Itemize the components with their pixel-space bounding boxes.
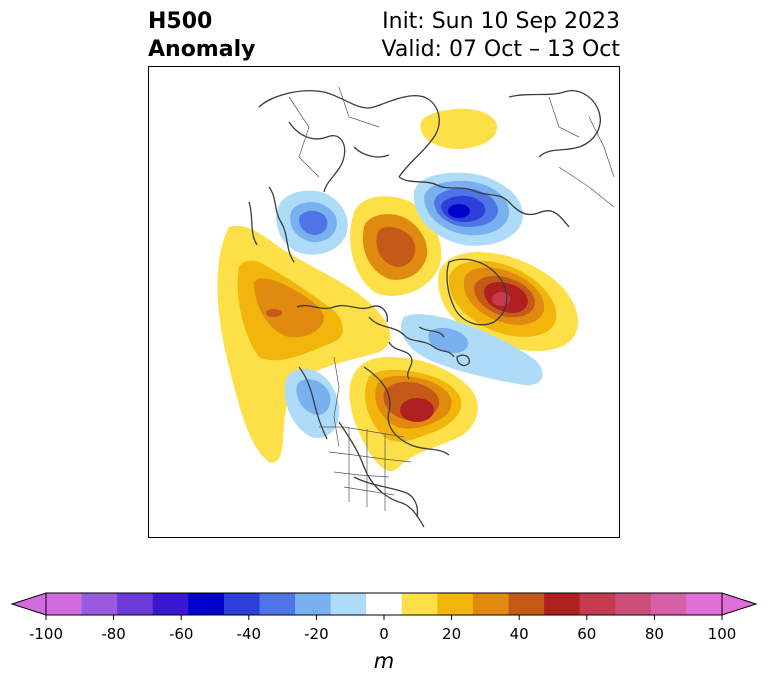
colorbar-bin — [686, 593, 723, 615]
colorbar-tick-label: 60 — [577, 625, 596, 643]
colorbar-bin — [650, 593, 687, 615]
colorbar-tick-label: -100 — [29, 625, 63, 643]
colorbar-extend-high — [721, 592, 758, 616]
colorbar-bin — [544, 593, 581, 615]
colorbar-tick-label: 100 — [708, 625, 737, 643]
colorbar-bin — [508, 593, 545, 615]
anomaly-map — [217, 86, 615, 528]
positive-anomaly-north-pacific — [217, 225, 391, 463]
positive-anomaly-scandinavia — [420, 108, 498, 149]
init-date: Init: Sun 10 Sep 2023 — [382, 9, 620, 34]
colorbar-unit-label: m — [374, 649, 394, 673]
colorbar-bin — [223, 593, 260, 615]
field-name: H500 — [148, 9, 213, 34]
coastlines — [248, 90, 601, 528]
colorbar-tick-label: -40 — [237, 625, 262, 643]
positive-anomaly-barents-eurasia — [438, 252, 579, 352]
colorbar-bin — [46, 593, 83, 615]
colorbar-tick-label: -20 — [304, 625, 329, 643]
positive-anomaly-greenland-arctic — [350, 196, 442, 296]
colorbar-tick-label: -80 — [101, 625, 126, 643]
colorbar-ticks: -100 -80 -60 -40 -20 0 20 40 60 80 100 — [29, 615, 736, 643]
colorbar-bin — [295, 593, 332, 615]
colorbar-bin — [579, 593, 616, 615]
valid-range: Valid: 07 Oct – 13 Oct — [381, 37, 620, 62]
colorbar-tick-label: -60 — [169, 625, 194, 643]
colorbar-tick-label: 80 — [645, 625, 664, 643]
colorbar: -100 -80 -60 -40 -20 0 20 40 60 80 100 m — [0, 580, 768, 684]
colorbar-bin — [330, 593, 367, 615]
colorbar-bins — [46, 593, 723, 615]
colorbar-tick-label: 20 — [442, 625, 461, 643]
colorbar-bin — [117, 593, 154, 615]
map-panel — [148, 66, 620, 538]
colorbar-svg: -100 -80 -60 -40 -20 0 20 40 60 80 100 m — [10, 592, 758, 673]
colorbar-bin — [152, 593, 189, 615]
colorbar-bin — [188, 593, 225, 615]
colorbar-bin — [472, 593, 510, 615]
colorbar-bin — [366, 593, 403, 615]
negative-anomaly-east-asia — [276, 190, 348, 255]
field-type: Anomaly — [148, 37, 256, 62]
colorbar-bin — [259, 593, 296, 615]
positive-anomaly-eastern-canada — [349, 357, 478, 472]
colorbar-extend-low — [10, 592, 47, 616]
colorbar-bin — [615, 593, 652, 615]
map-dates: Init: Sun 10 Sep 2023 Valid: 07 Oct – 13… — [382, 8, 620, 64]
colorbar-tick-label: 0 — [379, 625, 389, 643]
colorbar-bin — [401, 593, 438, 615]
colorbar-bin — [81, 593, 118, 615]
map-title: H500 Anomaly — [148, 8, 255, 64]
colorbar-bin — [437, 593, 474, 615]
political-borders — [288, 86, 615, 511]
negative-anomaly-alaska-west-canada — [284, 368, 340, 438]
colorbar-tick-label: 40 — [510, 625, 529, 643]
